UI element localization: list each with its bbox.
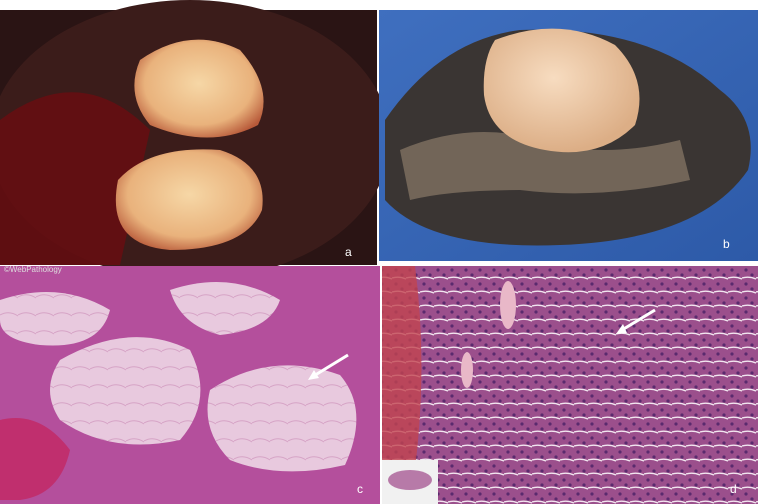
arrow (621, 308, 656, 332)
panel-a: a (0, 0, 390, 280)
tumor-nodule (207, 365, 357, 472)
panel-label: b (723, 237, 730, 251)
panel-label: c (357, 482, 363, 496)
panel-b: b (379, 10, 758, 261)
watermark: ©WebPathology (4, 265, 62, 274)
tumor-nodule (170, 282, 280, 335)
panel-background (382, 266, 758, 504)
stroma (0, 418, 70, 500)
arrow-head (616, 324, 627, 334)
tumor-lower (115, 149, 263, 250)
arrow-head (308, 370, 319, 380)
panel-c: ©WebPathology c (0, 265, 380, 504)
hemorrhage (0, 92, 150, 265)
vessel-region (382, 266, 422, 504)
panel-label: d (730, 482, 737, 496)
vessel (461, 352, 473, 388)
tumor-nodule (50, 337, 201, 445)
arrow (311, 353, 349, 379)
tumor-upper (134, 39, 264, 138)
tumor-nodule (0, 292, 110, 346)
panel-label: a (345, 245, 352, 259)
tumor (483, 28, 640, 153)
airways (400, 132, 690, 200)
panel-d: d (382, 266, 758, 504)
inset-section (388, 470, 432, 490)
vessel (500, 281, 516, 329)
